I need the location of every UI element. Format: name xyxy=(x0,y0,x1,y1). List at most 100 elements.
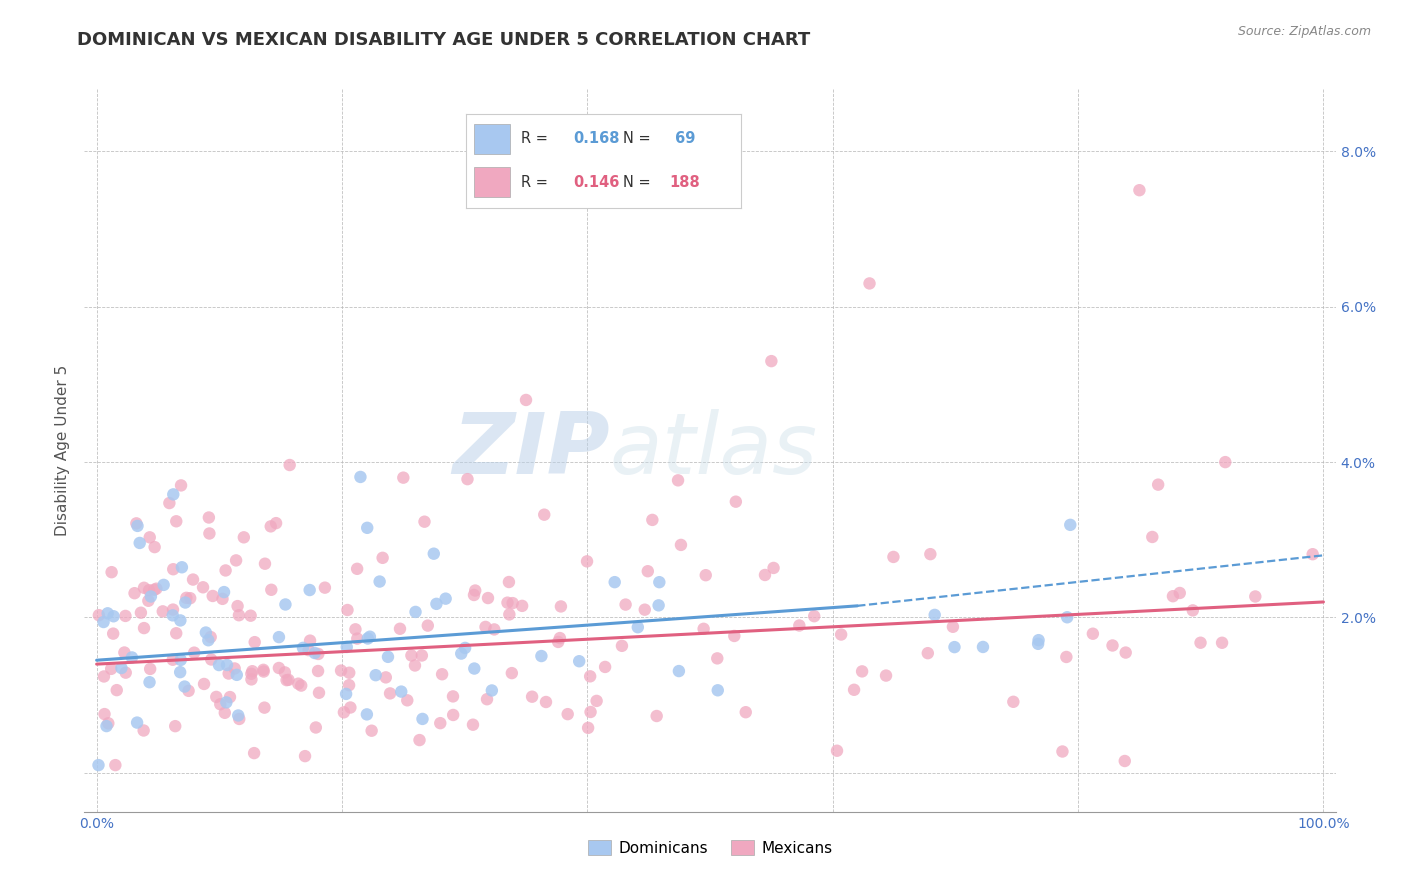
Point xyxy=(388,622,411,636)
Point xyxy=(87,758,110,772)
Point xyxy=(942,620,965,634)
Point xyxy=(225,553,247,567)
Point xyxy=(179,591,201,606)
Point xyxy=(754,568,776,582)
Point xyxy=(510,599,533,613)
Point xyxy=(1054,650,1077,665)
Point xyxy=(201,589,224,603)
Point xyxy=(647,599,669,613)
Point xyxy=(450,647,472,661)
Point xyxy=(253,700,276,714)
Point xyxy=(920,547,942,561)
Point xyxy=(463,661,485,675)
Point xyxy=(534,695,557,709)
Point xyxy=(498,574,520,589)
Point xyxy=(209,698,232,712)
Point xyxy=(356,707,378,722)
Point xyxy=(252,663,274,677)
Legend: Dominicans, Mexicans: Dominicans, Mexicans xyxy=(582,834,838,862)
Point xyxy=(576,721,599,735)
Point xyxy=(191,580,214,594)
Point xyxy=(346,562,368,576)
Point xyxy=(335,687,357,701)
Point xyxy=(165,719,187,733)
Point xyxy=(307,647,329,661)
Point xyxy=(287,676,309,690)
Point xyxy=(339,700,361,714)
Point xyxy=(112,646,135,660)
Point xyxy=(174,595,197,609)
Point xyxy=(228,712,250,726)
Point xyxy=(972,640,994,654)
Point xyxy=(475,692,498,706)
Point xyxy=(333,706,356,720)
Point xyxy=(882,549,904,564)
Point xyxy=(138,530,160,544)
Point xyxy=(858,277,880,291)
Point xyxy=(723,629,745,643)
Point xyxy=(337,678,360,692)
Point xyxy=(416,618,439,632)
Point xyxy=(197,633,219,648)
Point xyxy=(219,690,242,704)
Point xyxy=(170,560,193,574)
Point xyxy=(392,470,415,484)
Point xyxy=(239,608,262,623)
Point xyxy=(789,618,811,632)
Point xyxy=(1302,547,1324,561)
Point xyxy=(441,708,464,723)
Point xyxy=(593,660,616,674)
Point xyxy=(105,683,128,698)
Point xyxy=(454,640,477,655)
Point xyxy=(1002,695,1025,709)
Point xyxy=(243,746,266,760)
Point xyxy=(173,680,195,694)
Point xyxy=(93,615,115,629)
Point xyxy=(1056,610,1078,624)
Point xyxy=(162,562,184,576)
Point xyxy=(100,662,122,676)
Point xyxy=(260,582,283,597)
Point xyxy=(851,665,873,679)
Point xyxy=(530,648,553,663)
Point xyxy=(456,472,478,486)
Point xyxy=(411,712,433,726)
Point xyxy=(336,640,359,654)
Point xyxy=(214,564,236,578)
Point xyxy=(413,515,436,529)
Point xyxy=(463,588,485,602)
Point xyxy=(481,683,503,698)
Point xyxy=(484,623,506,637)
Point xyxy=(1168,586,1191,600)
Point xyxy=(875,668,897,682)
Point xyxy=(378,686,401,700)
Point xyxy=(1213,455,1236,469)
Point xyxy=(278,458,301,472)
Point xyxy=(193,677,215,691)
Point xyxy=(224,661,246,675)
Point xyxy=(308,686,330,700)
Point xyxy=(176,591,198,605)
Point xyxy=(121,650,143,665)
Point xyxy=(1147,477,1170,491)
Point xyxy=(253,557,276,571)
Point xyxy=(143,582,166,597)
Point xyxy=(165,626,187,640)
Point xyxy=(842,682,865,697)
Point xyxy=(124,586,146,600)
Point xyxy=(515,392,537,407)
Point xyxy=(669,538,692,552)
Text: atlas: atlas xyxy=(610,409,818,492)
Point xyxy=(138,675,160,690)
Point xyxy=(550,599,572,614)
Point xyxy=(1211,636,1233,650)
Point xyxy=(274,665,297,680)
Point xyxy=(579,705,602,719)
Text: Source: ZipAtlas.com: Source: ZipAtlas.com xyxy=(1237,25,1371,38)
Point xyxy=(668,664,690,678)
Point xyxy=(298,582,321,597)
Point xyxy=(198,510,221,524)
Point xyxy=(396,693,419,707)
Point xyxy=(498,607,520,622)
Point xyxy=(371,550,394,565)
